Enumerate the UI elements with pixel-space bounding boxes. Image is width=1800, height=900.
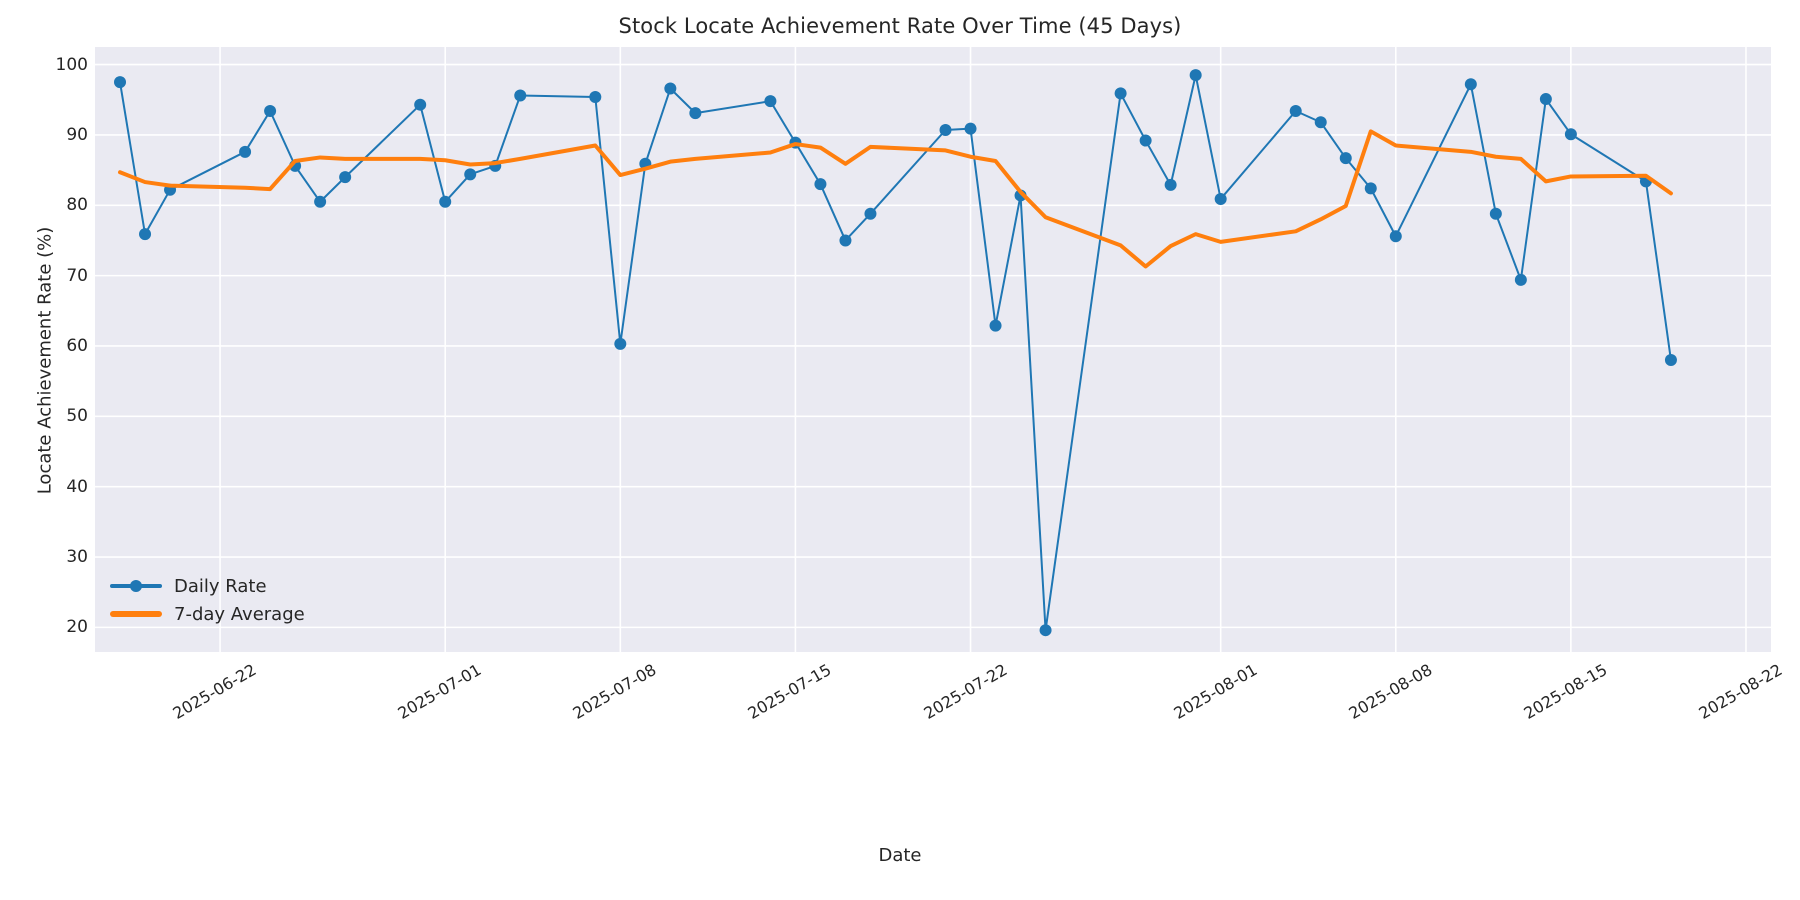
data-point — [1289, 105, 1302, 118]
y-tick-label: 40 — [66, 476, 88, 497]
data-point — [589, 90, 602, 103]
data-point — [1114, 87, 1127, 100]
y-tick-label: 70 — [66, 265, 88, 286]
data-point — [939, 124, 952, 137]
data-point — [989, 319, 1002, 332]
legend-label-daily-rate: Daily Rate — [174, 575, 267, 597]
data-point — [1314, 116, 1327, 129]
data-point — [1339, 152, 1352, 165]
data-point — [664, 82, 677, 95]
data-point — [839, 234, 852, 247]
legend-swatch-seven-day-average — [108, 600, 164, 628]
data-point — [614, 337, 627, 350]
series-daily-rate — [114, 69, 1677, 637]
data-point — [1514, 273, 1527, 286]
data-point — [464, 168, 477, 181]
plot-area — [95, 47, 1771, 652]
chart-title: Stock Locate Achievement Rate Over Time … — [618, 14, 1182, 38]
plot-svg — [95, 47, 1771, 652]
data-point — [964, 122, 977, 135]
y-tick-label: 60 — [66, 335, 88, 356]
x-tick-label: 2025-07-15 — [744, 660, 835, 723]
series-line — [118, 129, 1673, 269]
data-point — [339, 171, 352, 184]
data-point — [439, 195, 452, 208]
x-axis-label: Date — [878, 845, 922, 866]
data-point — [764, 95, 777, 108]
data-point — [1364, 182, 1377, 195]
data-point — [1214, 192, 1227, 205]
data-point — [414, 98, 427, 111]
data-point — [239, 145, 252, 158]
data-point — [1039, 624, 1052, 637]
x-tick-label: 2025-07-01 — [394, 660, 485, 723]
x-tick-label: 2025-06-22 — [169, 660, 260, 723]
data-point — [814, 178, 827, 191]
data-point — [1664, 354, 1677, 367]
data-point — [1389, 230, 1402, 243]
x-axis-tick-labels: 2025-06-22 2025-07-01 2025-07-08 2025-07-15… — [95, 652, 1786, 772]
data-point — [1189, 69, 1202, 82]
y-tick-label: 50 — [66, 406, 88, 427]
y-tick-label: 30 — [66, 547, 88, 568]
x-tick-label: 2025-08-08 — [1345, 660, 1436, 723]
data-point — [1539, 93, 1552, 106]
series-7-day-average — [118, 129, 1673, 269]
data-point — [114, 76, 127, 89]
x-tick-label: 2025-08-15 — [1520, 660, 1611, 723]
y-axis-tick-labels: 100 90 80 70 60 50 40 30 20 — [0, 47, 88, 652]
y-tick-label: 80 — [66, 195, 88, 216]
x-tick-label: 2025-07-22 — [919, 660, 1011, 723]
data-point — [1489, 207, 1502, 220]
legend-label-seven-day-average: 7-day Average — [174, 603, 305, 625]
grid-lines — [95, 47, 1771, 652]
legend-swatch-daily-rate — [108, 572, 164, 600]
x-tick-label: 2025-08-01 — [1170, 660, 1261, 723]
y-tick-label: 20 — [66, 617, 88, 638]
x-tick-label: 2025-07-08 — [569, 660, 660, 723]
x-tick-label: 2025-08-22 — [1695, 660, 1786, 723]
legend-item-daily-rate[interactable]: Daily Rate — [108, 572, 305, 600]
legend-item-seven-day-average[interactable]: 7-day Average — [108, 600, 305, 628]
data-point — [1164, 178, 1177, 191]
data-point — [314, 195, 327, 208]
data-point — [514, 89, 527, 102]
data-point — [1139, 134, 1152, 147]
data-point — [1564, 128, 1577, 141]
data-point — [1464, 78, 1477, 91]
y-tick-label: 100 — [55, 54, 88, 75]
chart-legend: Daily Rate 7-day Average — [108, 572, 305, 628]
data-point — [139, 228, 152, 241]
y-tick-label: 90 — [66, 124, 88, 145]
data-point — [864, 207, 877, 220]
data-point — [264, 105, 277, 118]
data-point — [689, 107, 702, 120]
